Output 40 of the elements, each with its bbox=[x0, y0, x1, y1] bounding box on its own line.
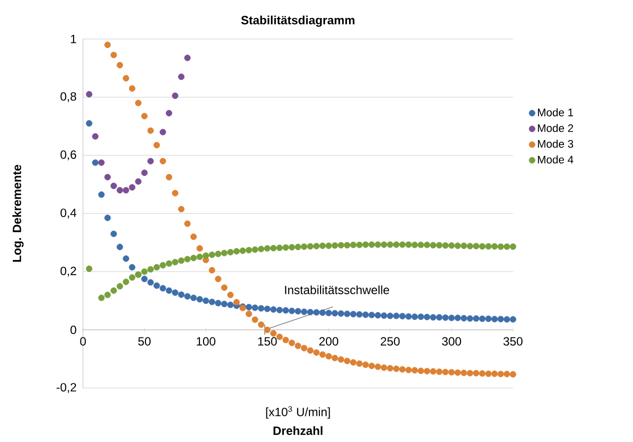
x-tick-label: 250 bbox=[380, 337, 400, 346]
point bbox=[122, 187, 130, 194]
x-tick-label: 0 bbox=[80, 337, 86, 346]
point bbox=[92, 133, 98, 140]
point bbox=[141, 170, 148, 176]
point bbox=[116, 187, 124, 194]
y-tick-label: 0,2 bbox=[60, 266, 76, 277]
y-tick-label: 0,6 bbox=[60, 150, 76, 160]
point bbox=[147, 158, 154, 164]
legend-label: Mode 3 bbox=[538, 140, 574, 148]
legend-label: Mode 4 bbox=[538, 155, 574, 164]
x-tick-label: 300 bbox=[442, 337, 462, 346]
point bbox=[184, 54, 191, 62]
x-tick-label: 150 bbox=[258, 337, 277, 346]
x-tick-label: 350 bbox=[503, 337, 523, 346]
y-axis-title: Log. Dekremente bbox=[12, 164, 24, 262]
point bbox=[178, 74, 184, 80]
point bbox=[104, 174, 111, 180]
x-tick-label: 200 bbox=[319, 337, 338, 346]
y-tick-label: -0,2 bbox=[56, 383, 76, 393]
point bbox=[110, 182, 117, 190]
annotation: Instabilitätsschwelle bbox=[285, 285, 390, 294]
x-tick-label: 100 bbox=[196, 337, 216, 346]
x-axis-title: Drehzahl bbox=[274, 426, 322, 435]
y-tick-label: 0,8 bbox=[60, 92, 76, 102]
text: [x10$^{3}$ U/min] bbox=[266, 406, 330, 419]
point bbox=[86, 91, 92, 98]
x-tick-label: 50 bbox=[138, 337, 151, 346]
y-tick-label: 0 bbox=[70, 326, 76, 334]
point bbox=[166, 110, 172, 116]
point bbox=[135, 178, 142, 185]
legend-label: Mode 1 bbox=[538, 108, 574, 116]
y-tick-label: 0,4 bbox=[60, 208, 76, 218]
point bbox=[172, 92, 178, 99]
legend-label: Mode 2 bbox=[538, 124, 574, 132]
point bbox=[98, 159, 105, 166]
y-tick-label: 1 bbox=[70, 34, 76, 44]
chart-title: Stabilitätsdiagramm bbox=[241, 16, 354, 27]
point bbox=[160, 128, 166, 136]
point bbox=[128, 184, 136, 191]
